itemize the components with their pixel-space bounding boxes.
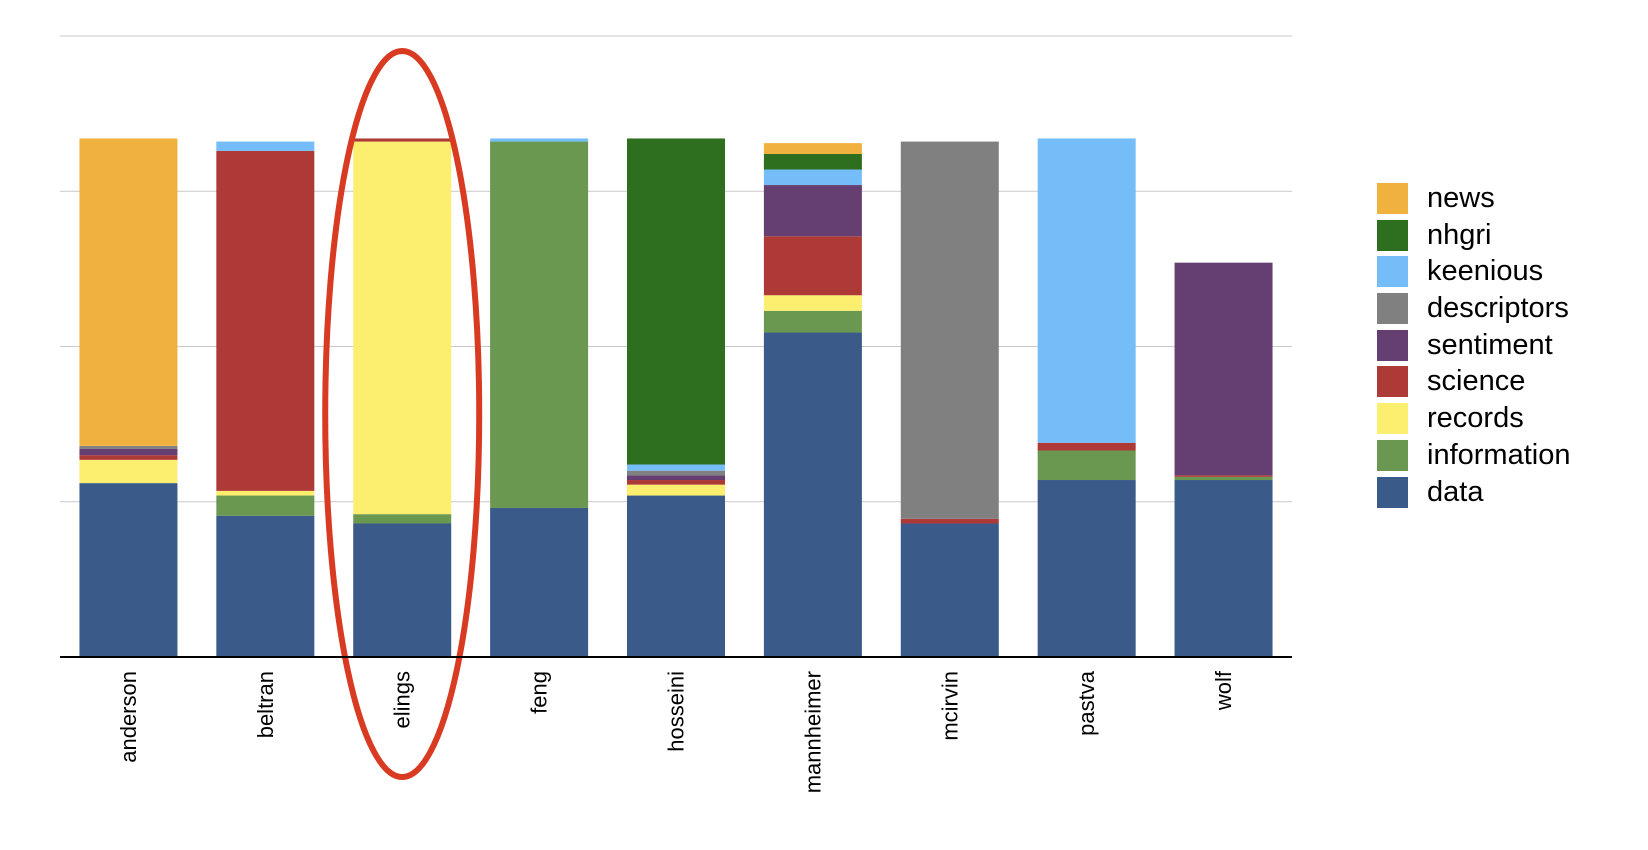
bar-segment-science	[1174, 475, 1273, 477]
x-tick-label: elings	[390, 671, 415, 728]
bar-segment-information	[1037, 450, 1136, 481]
legend-swatch	[1377, 476, 1408, 508]
x-tick-label: feng	[527, 671, 552, 714]
legend-swatch	[1377, 329, 1408, 361]
bar-segment-data	[1174, 480, 1273, 657]
bar-segment-science	[627, 480, 725, 485]
highlight-ellipse	[322, 48, 483, 780]
x-tick-label: mannheimer	[800, 671, 825, 793]
x-tick-label: anderson	[116, 671, 141, 763]
bar-segment-nhgri	[763, 153, 862, 170]
bar-segment-data	[216, 515, 315, 657]
legend-label: keenious	[1427, 255, 1544, 288]
bar-segment-science	[1037, 442, 1136, 451]
bar-segment-records	[763, 295, 862, 311]
legend-label: information	[1427, 438, 1571, 471]
bar-segment-science	[79, 455, 178, 460]
bar-segment-news	[79, 138, 178, 446]
x-tick-label: beltran	[253, 671, 278, 738]
bar-segment-data	[79, 483, 178, 657]
bar-segment-descriptors	[627, 470, 725, 476]
bar-segment-information	[763, 310, 862, 333]
bar-segment-records	[353, 141, 452, 515]
legend-label: science	[1427, 365, 1526, 398]
bar-segment-news	[763, 143, 862, 154]
legend-label: records	[1427, 402, 1524, 435]
bar-segment-keenious	[763, 169, 862, 186]
legend-swatch	[1377, 403, 1408, 435]
bar-segment-descriptors	[900, 141, 999, 519]
x-tick-label: hosseini	[664, 671, 689, 752]
bar-segment-science	[353, 138, 452, 142]
bar-segment-data	[627, 495, 725, 657]
bar-segment-science	[216, 150, 315, 491]
legend-swatch	[1377, 219, 1408, 251]
bar-segment-sentiment	[79, 448, 178, 456]
legend-swatch	[1377, 183, 1408, 214]
bar-segment-data	[763, 332, 862, 657]
bar-segment-data	[900, 523, 999, 657]
bar-segment-sentiment	[627, 475, 725, 481]
bar-segment-records	[627, 484, 725, 496]
legend-label: data	[1427, 475, 1484, 508]
bar-segment-science	[900, 518, 999, 524]
bar-segment-descriptors	[79, 445, 178, 449]
legend-swatch	[1377, 293, 1408, 325]
legend-label: nhgri	[1427, 218, 1492, 251]
bar-segment-information	[1174, 476, 1273, 481]
legend-swatch	[1377, 439, 1408, 471]
legend-label: descriptors	[1427, 292, 1569, 325]
x-tick-label: pastva	[1074, 670, 1099, 736]
legend-label: sentiment	[1427, 328, 1553, 361]
bar-segment-data	[1037, 480, 1136, 657]
bar-segment-data	[353, 523, 452, 657]
bar-segment-science	[763, 236, 862, 296]
bar-segment-keenious	[490, 138, 589, 142]
legend-label: news	[1427, 182, 1495, 214]
x-tick-label: wolf	[1211, 670, 1236, 711]
legend-swatch	[1377, 256, 1408, 288]
legend-swatch	[1377, 366, 1408, 398]
bar-segment-keenious	[1037, 138, 1136, 443]
bar-segment-information	[353, 514, 452, 524]
bar-segment-keenious	[627, 464, 725, 471]
bar-segment-nhgri	[627, 138, 725, 465]
bar-segment-keenious	[216, 141, 315, 151]
x-tick-label: mcirvin	[937, 671, 962, 741]
bar-segment-information	[490, 141, 589, 508]
bar-segment-information	[216, 495, 315, 516]
bar-segment-records	[216, 490, 315, 496]
bar-segment-records	[79, 459, 178, 484]
bar-segment-data	[490, 507, 589, 657]
bar-segment-sentiment	[763, 185, 862, 237]
bar-segment-sentiment	[1174, 262, 1273, 476]
